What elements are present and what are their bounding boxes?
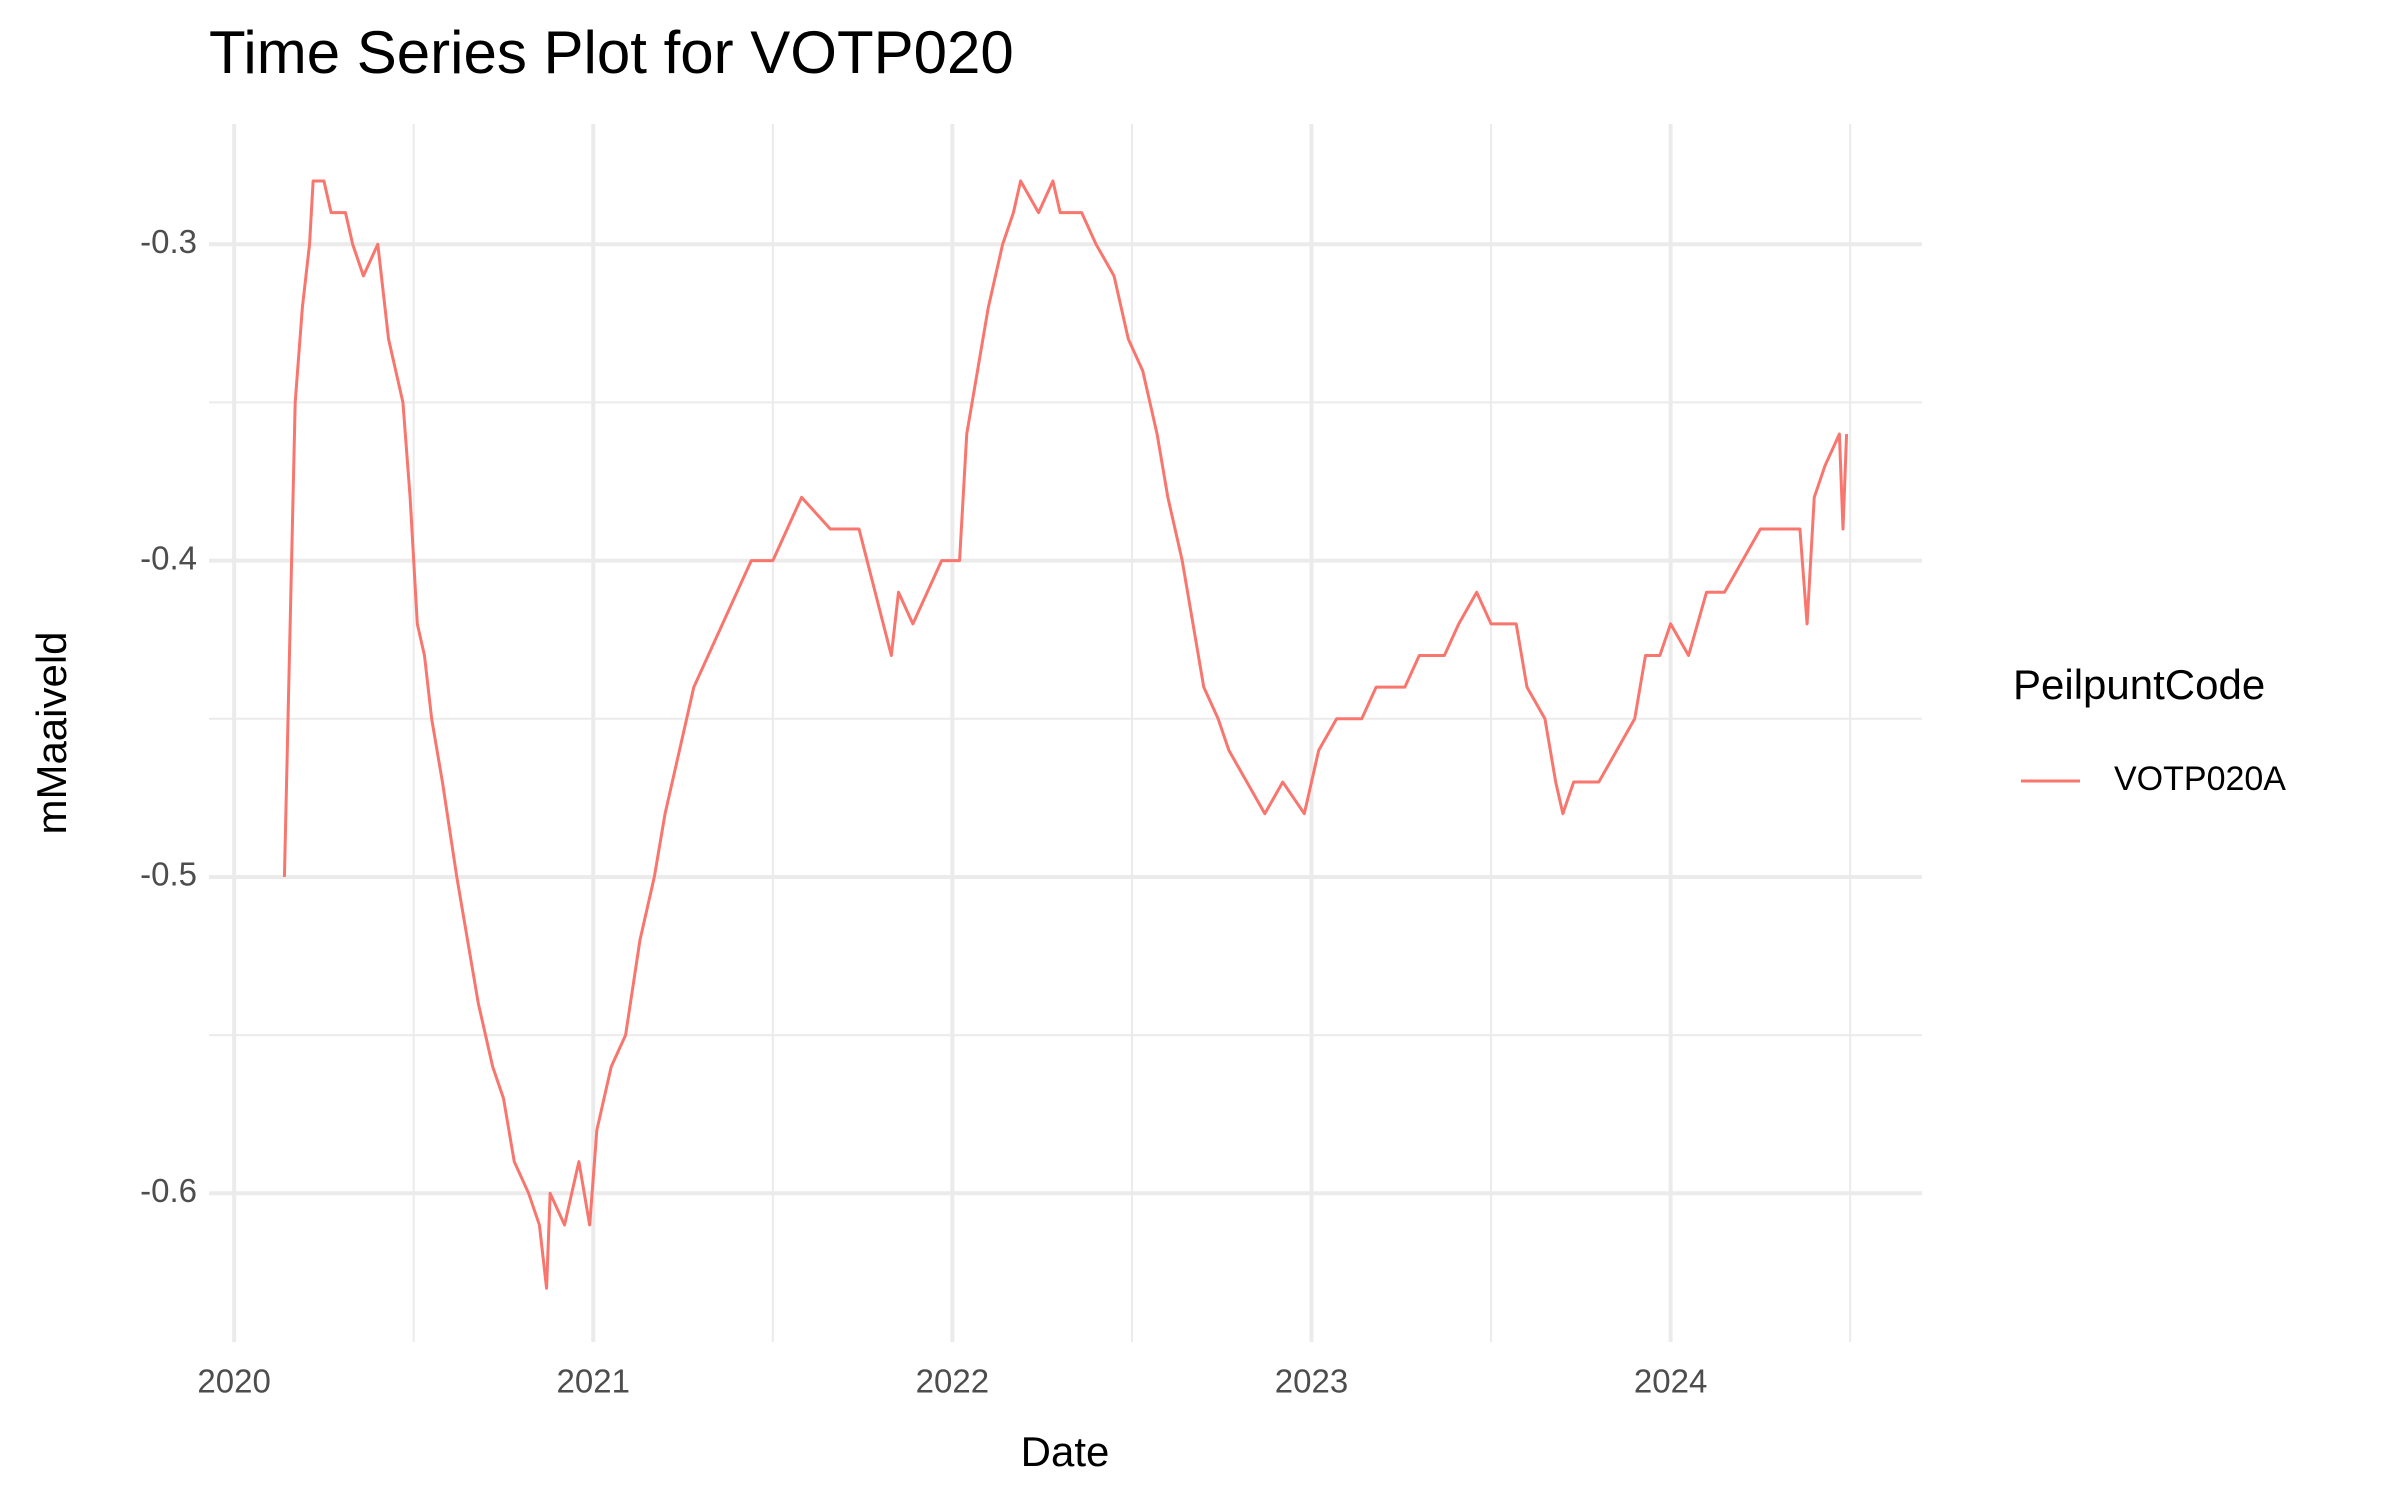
data-line — [282, 179, 1849, 1290]
y-tick-label: -0.3 — [140, 223, 197, 260]
x-tick-label: 2021 — [557, 1363, 630, 1400]
x-tick-label: 2024 — [1634, 1363, 1707, 1400]
y-tick-label: -0.4 — [140, 539, 197, 576]
legend-label: VOTP020A — [2114, 760, 2286, 798]
x-axis-title: Date — [1021, 1428, 1110, 1475]
legend-title: PeilpuntCode — [2013, 661, 2265, 708]
y-tick-label: -0.5 — [140, 856, 197, 893]
x-tick-label: 2023 — [1275, 1363, 1348, 1400]
x-tick-label: 2022 — [916, 1363, 989, 1400]
y-tick-label: -0.6 — [140, 1172, 197, 1209]
chart-title: Time Series Plot for VOTP020 — [209, 19, 1014, 86]
y-axis-title: mMaaiveld — [28, 631, 75, 834]
x-tick-label: 2020 — [197, 1363, 270, 1400]
